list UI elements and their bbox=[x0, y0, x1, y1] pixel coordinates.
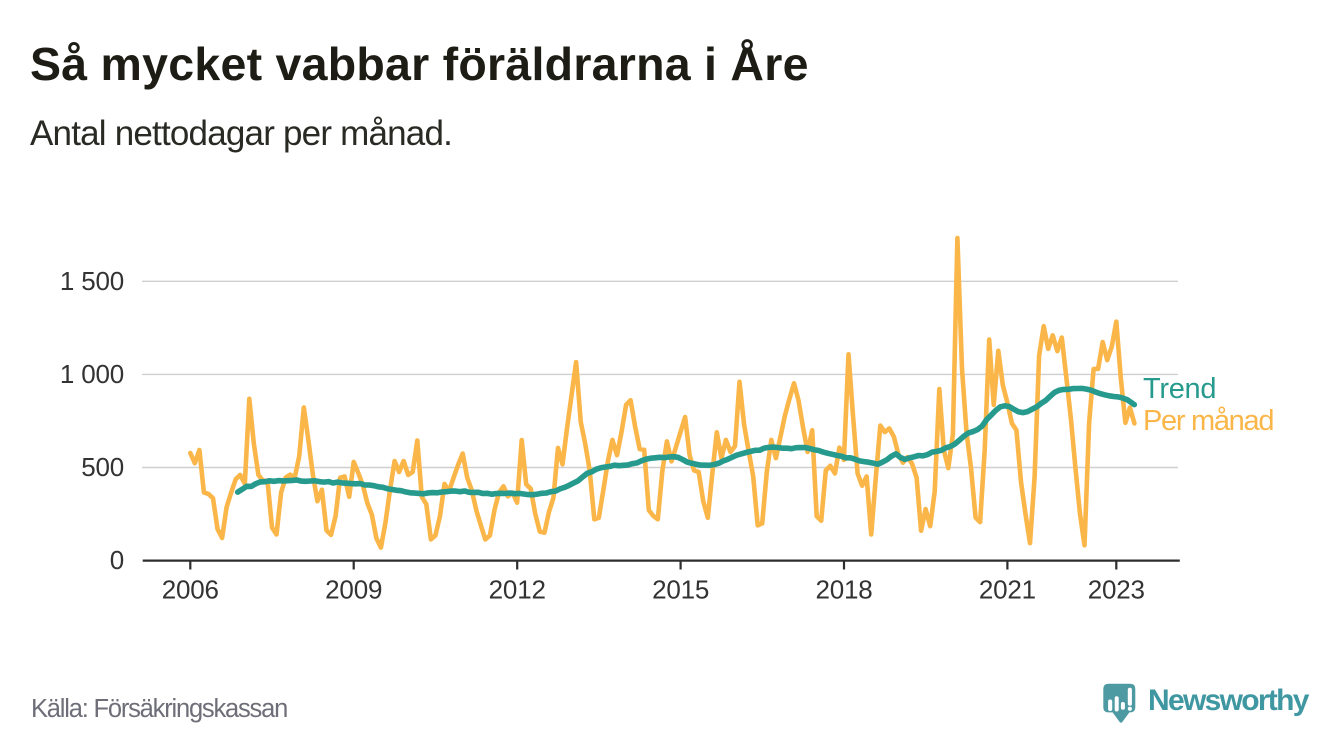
svg-text:1 500: 1 500 bbox=[60, 266, 124, 296]
svg-text:Per månad: Per månad bbox=[1143, 405, 1273, 437]
svg-text:2009: 2009 bbox=[325, 575, 382, 605]
svg-text:1 000: 1 000 bbox=[60, 359, 124, 389]
svg-text:Så mycket vabbar föräldrarna i: Så mycket vabbar föräldrarna i Åre bbox=[30, 38, 809, 90]
svg-text:2006: 2006 bbox=[162, 575, 219, 605]
svg-text:2012: 2012 bbox=[489, 575, 546, 605]
svg-text:2018: 2018 bbox=[815, 575, 872, 605]
svg-text:500: 500 bbox=[81, 452, 124, 482]
svg-text:Antal nettodagar per månad.: Antal nettodagar per månad. bbox=[30, 114, 452, 153]
svg-text:2021: 2021 bbox=[979, 575, 1036, 605]
svg-text:2015: 2015 bbox=[652, 575, 709, 605]
svg-text:Trend: Trend bbox=[1143, 373, 1216, 405]
svg-text:2023: 2023 bbox=[1088, 575, 1145, 605]
svg-text:0: 0 bbox=[110, 545, 124, 575]
svg-text:Källa: Försäkringskassan: Källa: Försäkringskassan bbox=[31, 695, 287, 723]
svg-text:Newsworthy: Newsworthy bbox=[1148, 684, 1310, 717]
